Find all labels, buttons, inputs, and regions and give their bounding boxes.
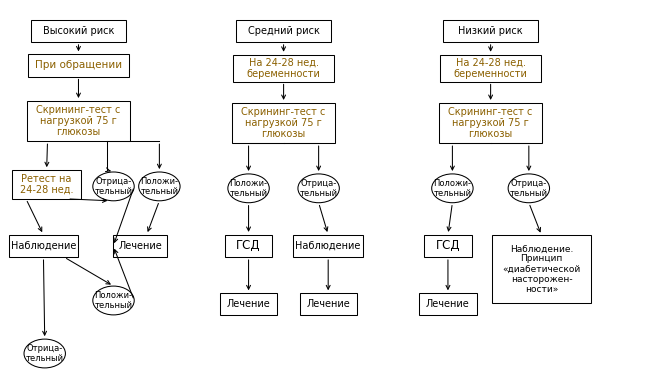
Text: Наблюдение: Наблюдение xyxy=(296,241,361,251)
Ellipse shape xyxy=(93,286,134,315)
Text: При обращении: При обращении xyxy=(35,60,122,71)
FancyBboxPatch shape xyxy=(233,54,334,82)
Text: Лечение: Лечение xyxy=(118,241,162,251)
Text: Высокий риск: Высокий риск xyxy=(43,26,114,36)
Text: Скрининг-тест с
нагрузкой 75 г
глюкозы: Скрининг-тест с нагрузкой 75 г глюкозы xyxy=(241,107,326,139)
Ellipse shape xyxy=(432,174,473,203)
FancyBboxPatch shape xyxy=(440,54,541,82)
Ellipse shape xyxy=(228,174,269,203)
Text: Ретест на
24-28 нед.: Ретест на 24-28 нед. xyxy=(20,174,73,195)
Text: На 24-28 нед.
беременности: На 24-28 нед. беременности xyxy=(246,58,320,79)
Ellipse shape xyxy=(93,172,134,201)
Text: Наблюдение: Наблюдение xyxy=(11,241,76,251)
Text: Отрица-
тельный: Отрица- тельный xyxy=(94,177,133,196)
FancyBboxPatch shape xyxy=(31,20,125,42)
Text: Отрица-
тельный: Отрица- тельный xyxy=(26,344,64,363)
Text: Наблюдение.
Принцип
«диабетической
насторожен-
ности»: Наблюдение. Принцип «диабетической насто… xyxy=(502,244,580,294)
Text: Скрининг-тест с
нагрузкой 75 г
глюкозы: Скрининг-тест с нагрузкой 75 г глюкозы xyxy=(448,107,533,139)
FancyBboxPatch shape xyxy=(439,103,542,143)
FancyBboxPatch shape xyxy=(27,101,130,141)
Text: Отрица-
тельный: Отрица- тельный xyxy=(300,179,337,198)
Ellipse shape xyxy=(508,174,549,203)
Text: Лечение: Лечение xyxy=(227,299,270,309)
Text: Отрица-
тельный: Отрица- тельный xyxy=(510,179,548,198)
Text: ГСД: ГСД xyxy=(236,240,261,252)
FancyBboxPatch shape xyxy=(424,235,472,257)
Ellipse shape xyxy=(138,172,180,201)
Text: Низкий риск: Низкий риск xyxy=(458,26,523,36)
FancyBboxPatch shape xyxy=(237,20,331,42)
FancyBboxPatch shape xyxy=(232,103,335,143)
FancyBboxPatch shape xyxy=(492,235,591,303)
Text: На 24-28 нед.
беременности: На 24-28 нед. беременности xyxy=(454,58,528,79)
FancyBboxPatch shape xyxy=(12,170,81,199)
Text: Скрининг-тест с
нагрузкой 75 г
глюкозы: Скрининг-тест с нагрузкой 75 г глюкозы xyxy=(36,105,121,137)
FancyBboxPatch shape xyxy=(220,293,278,316)
FancyBboxPatch shape xyxy=(419,293,476,316)
FancyBboxPatch shape xyxy=(443,20,538,42)
FancyBboxPatch shape xyxy=(113,235,167,257)
Text: Положи-
тельный: Положи- тельный xyxy=(94,291,133,310)
FancyBboxPatch shape xyxy=(293,235,363,257)
Text: Положи-
тельный: Положи- тельный xyxy=(140,177,178,196)
Text: Положи-
тельный: Положи- тельный xyxy=(229,179,268,198)
Text: Лечение: Лечение xyxy=(426,299,470,309)
FancyBboxPatch shape xyxy=(300,293,357,316)
Text: Положи-
тельный: Положи- тельный xyxy=(434,179,471,198)
Text: Средний риск: Средний риск xyxy=(248,26,320,36)
Text: Лечение: Лечение xyxy=(306,299,350,309)
Ellipse shape xyxy=(24,339,66,368)
FancyBboxPatch shape xyxy=(225,235,272,257)
FancyBboxPatch shape xyxy=(9,235,78,257)
FancyBboxPatch shape xyxy=(28,54,129,76)
Ellipse shape xyxy=(298,174,339,203)
Text: ГСД: ГСД xyxy=(436,240,460,252)
